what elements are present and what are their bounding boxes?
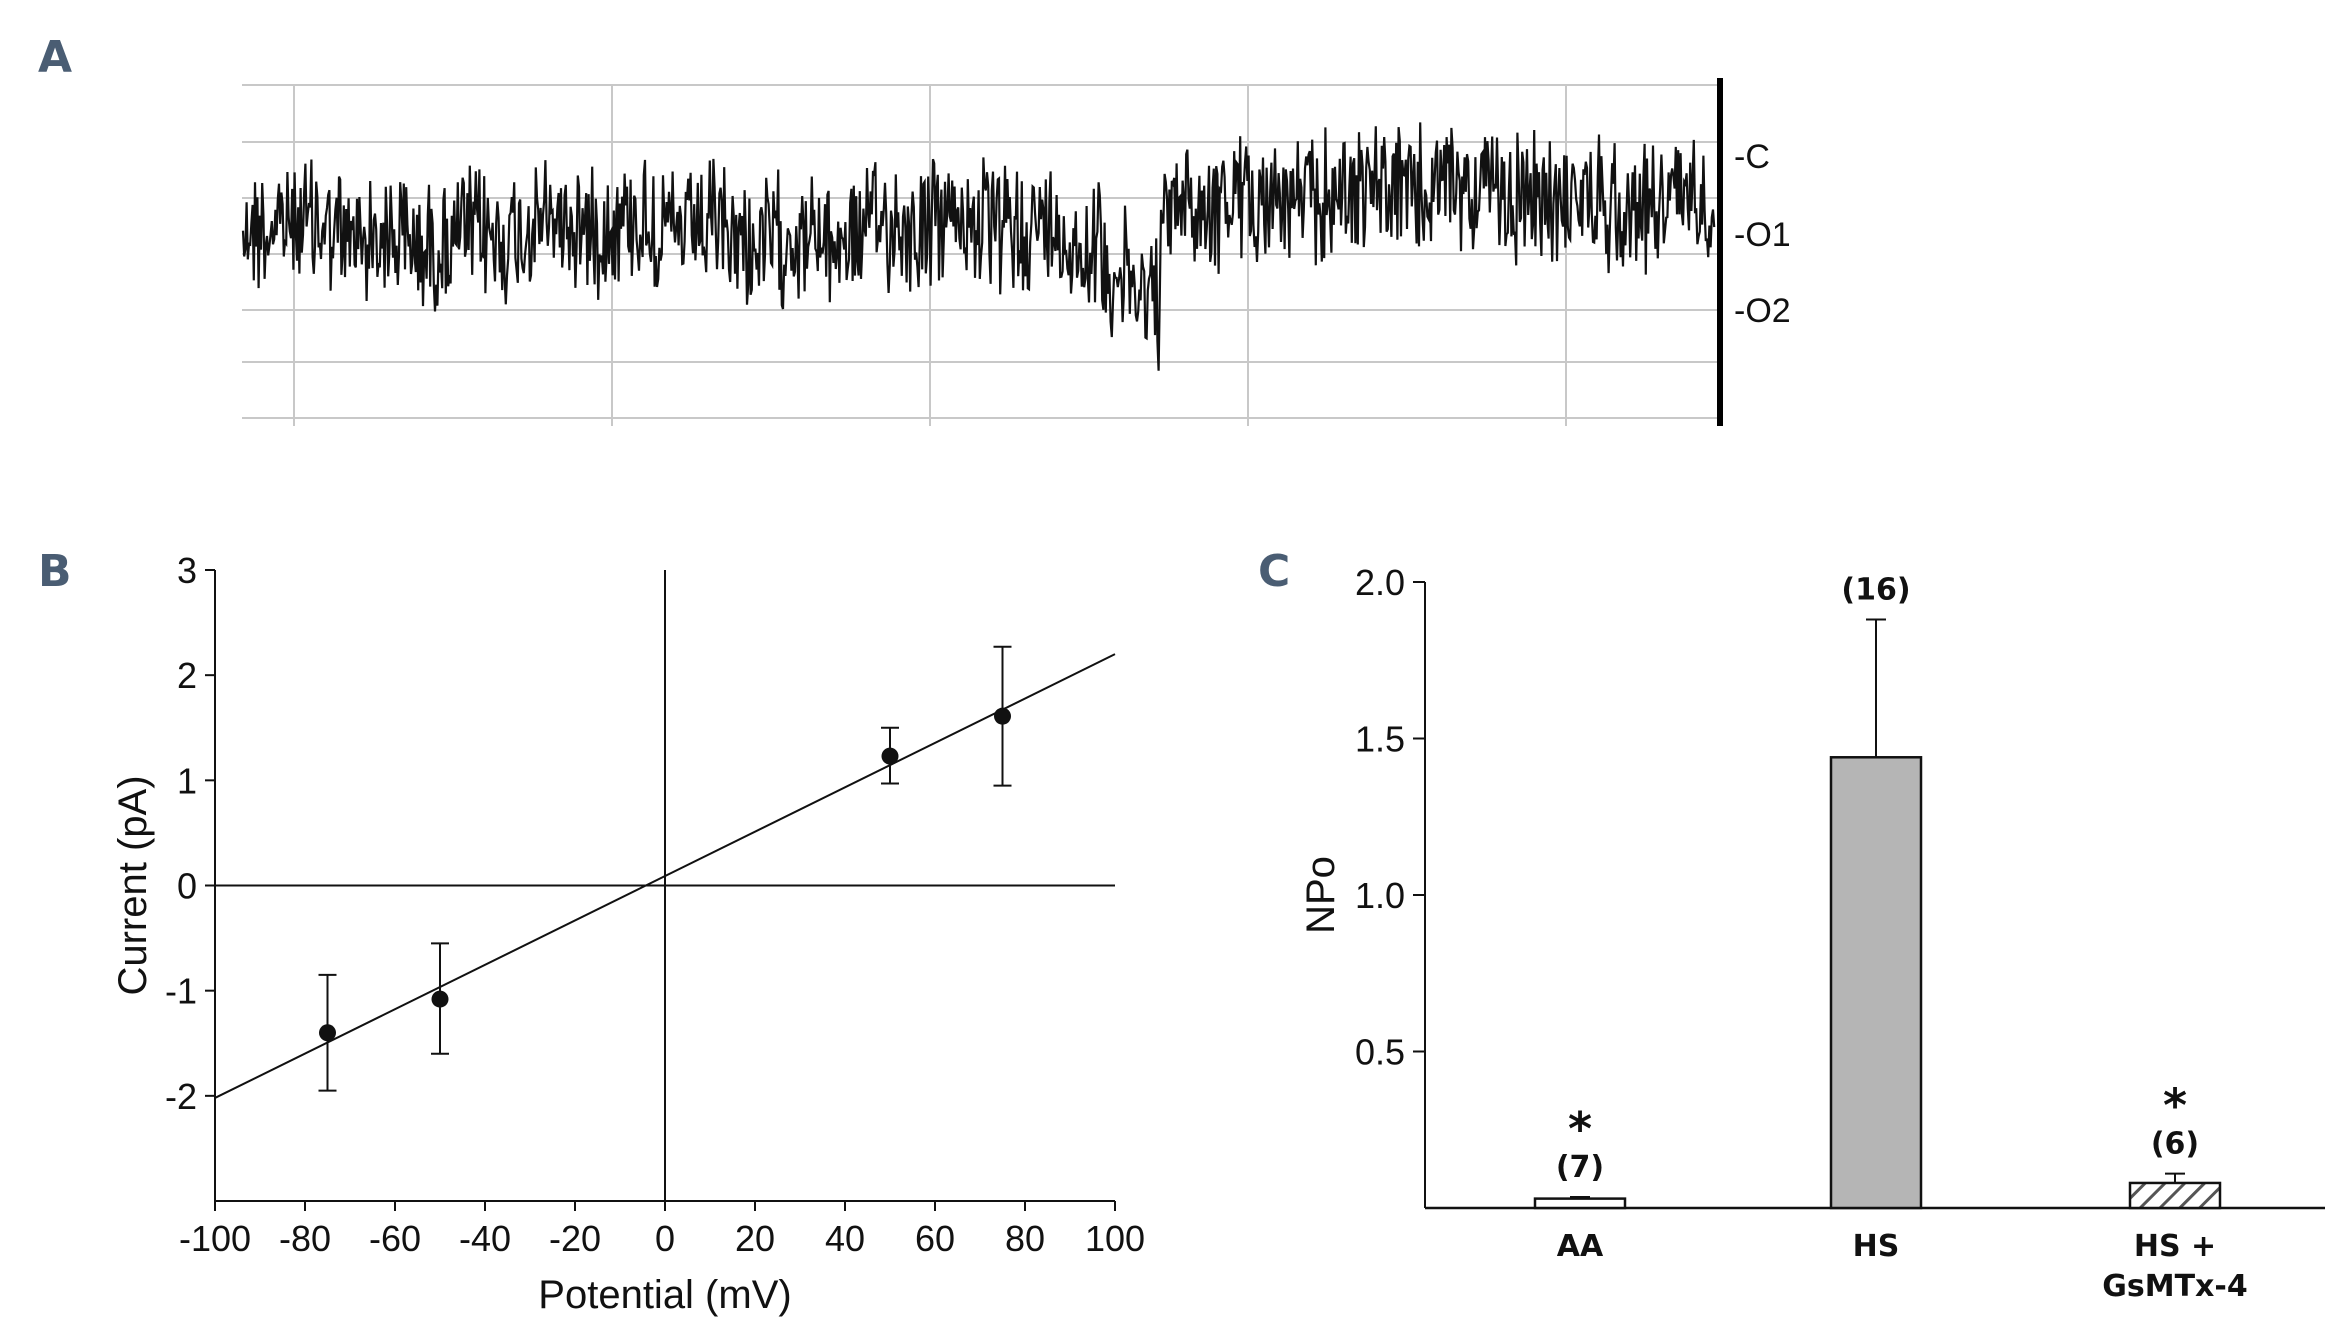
panel-b-iv-plot: -100 -80 -60 -40 -20 0 20 40 60 80 100 3 2 1 0 -1 -2 Pot… xyxy=(111,550,1145,1317)
y-tick-label: 2 xyxy=(177,655,197,696)
x-tick-label: 40 xyxy=(825,1218,865,1259)
iv-axes: -100 -80 -60 -40 -20 0 20 40 60 80 100 3 2 1 0 -1 -2 xyxy=(165,550,1145,1259)
y-tick-label: 0 xyxy=(177,866,197,907)
state-labels: -C -O1 -O2 xyxy=(1734,138,1791,330)
bar-hs-gsmtx-4 xyxy=(2128,1181,2222,1210)
x-tick-label: 20 xyxy=(735,1218,775,1259)
iv-points xyxy=(318,645,1012,1092)
y-tick-label: 2.0 xyxy=(1355,562,1405,603)
category-label-0-0: AA xyxy=(1557,1229,1604,1264)
y-axis-title: Current (pA) xyxy=(111,775,155,995)
y-tick-label: -2 xyxy=(165,1076,197,1117)
x-tick-label: -100 xyxy=(179,1218,251,1259)
significance-star-2: * xyxy=(2163,1079,2187,1133)
x-tick-label: 80 xyxy=(1005,1218,1045,1259)
category-label-2-0: HS + xyxy=(2134,1229,2216,1264)
significance-star-0: * xyxy=(1568,1102,1592,1156)
category-label-1-0: HS xyxy=(1853,1229,1900,1264)
data-point-1 xyxy=(431,990,449,1008)
panel-letter-c: C xyxy=(1258,546,1290,597)
x-tick-label: -40 xyxy=(459,1218,511,1259)
state-label-o2: -O2 xyxy=(1734,292,1791,330)
x-tick-label: 0 xyxy=(655,1218,675,1259)
n-label-2: (6) xyxy=(2151,1127,2199,1162)
current-trace xyxy=(241,122,1716,371)
y-tick-label: 3 xyxy=(177,550,197,591)
x-tick-label: -80 xyxy=(279,1218,331,1259)
panel-letter-b: B xyxy=(38,546,72,597)
y-tick-label: -1 xyxy=(165,971,197,1012)
state-label-c: -C xyxy=(1734,138,1770,176)
x-tick-label: -20 xyxy=(549,1218,601,1259)
y-tick-label: 0.5 xyxy=(1355,1032,1405,1073)
y-tick-label: 1 xyxy=(177,760,197,801)
category-label-2-1: GsMTx-4 xyxy=(2102,1269,2247,1304)
x-tick-label: 100 xyxy=(1085,1218,1145,1259)
data-point-0 xyxy=(319,1024,336,1042)
panel-a-trace-plot: -C -O1 -O2 xyxy=(241,78,1791,426)
bar-hs xyxy=(1829,756,1923,1210)
data-point-3 xyxy=(994,707,1011,725)
n-label-1: (16) xyxy=(1841,573,1910,608)
bar-aa xyxy=(1533,1197,1627,1210)
panel-letter-a: A xyxy=(38,32,72,83)
x-tick-label: -60 xyxy=(369,1218,421,1259)
bars: (7)*AA(16)HS(6)*HS +GsMTx-4 xyxy=(1533,573,2248,1304)
fit-line xyxy=(214,653,1116,1099)
y-tick-label: 1.0 xyxy=(1355,875,1405,916)
x-axis-title: Potential (mV) xyxy=(538,1273,791,1317)
state-label-o1: -O1 xyxy=(1734,216,1791,254)
y-tick-label: 1.5 xyxy=(1355,719,1405,760)
panel-c-bar-chart: 2.01.51.00.5 (7)*AA(16)HS(6)*HS +GsMTx-4… xyxy=(1299,562,2325,1304)
data-point-2 xyxy=(881,747,899,765)
y-axis-title-npo: NPo xyxy=(1299,856,1343,934)
n-label-0: (7) xyxy=(1556,1150,1604,1185)
x-tick-label: 60 xyxy=(915,1218,955,1259)
